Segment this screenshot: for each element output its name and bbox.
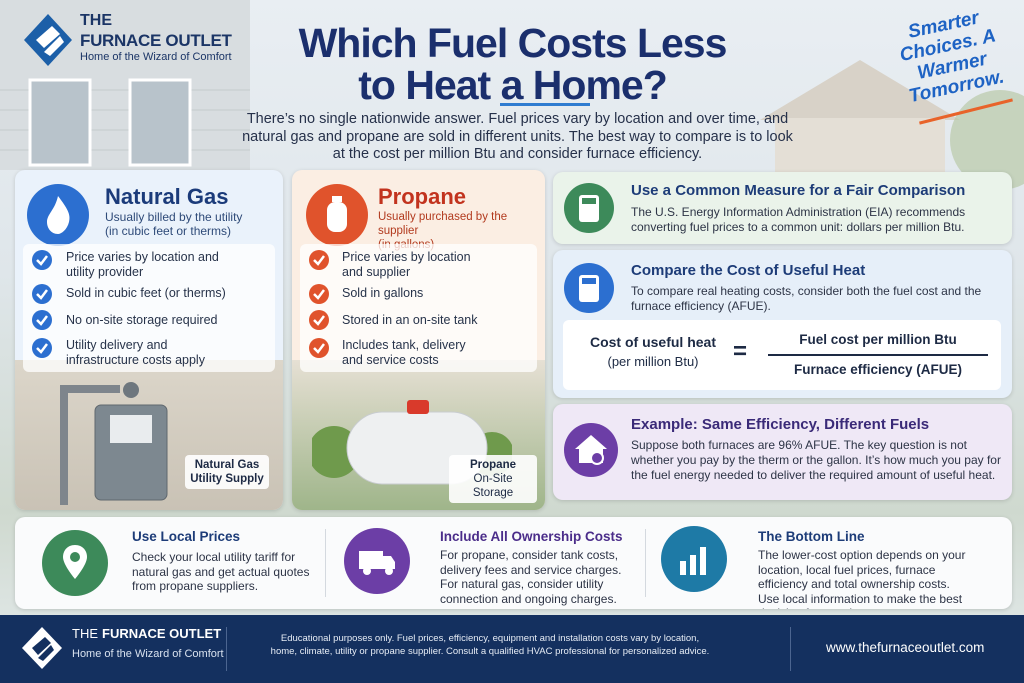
- check-icon: [309, 250, 329, 270]
- check-icon: [32, 310, 52, 330]
- fuel-title: Natural Gas: [105, 184, 229, 209]
- fuel-subtitle-line: (in cubic feet or therms): [105, 224, 232, 238]
- tip-text: The lower-cost option depends on your lo…: [758, 548, 966, 609]
- check-icon: [32, 338, 52, 358]
- title-line: Which Fuel Costs Less: [298, 20, 728, 66]
- tank-icon: [306, 184, 368, 246]
- gas-meter-art: [60, 382, 168, 505]
- check-icon: [309, 338, 329, 358]
- chart-icon: [661, 526, 727, 592]
- check-icon: [32, 250, 52, 270]
- footer: THE FURNACE OUTLET Home of the Wizard of…: [0, 615, 1024, 683]
- fuel-item: Includes tank, delivery and service cost…: [342, 338, 466, 367]
- check-icon: [32, 284, 52, 304]
- fuel-list-bg: [23, 244, 275, 372]
- fuel-item: Utility delivery and infrastructure cost…: [66, 338, 205, 367]
- divider: [645, 529, 646, 597]
- fuel-item: Sold in gallons: [342, 286, 424, 300]
- fuel-item: No on-site storage required: [66, 313, 218, 327]
- fuel-list-bg: [300, 244, 537, 372]
- card-title: Use a Common Measure for a Fair Comparis…: [631, 182, 966, 199]
- formula-numerator: Fuel cost per million Btu: [799, 332, 957, 347]
- tip-title: Use Local Prices: [132, 529, 241, 544]
- card-title: Example: Same Efficiency, Different Fuel…: [631, 416, 930, 433]
- house-gear-icon: [564, 423, 618, 477]
- info-card: Compare the Cost of Useful Heat To compa…: [553, 250, 1012, 398]
- fuel-item: Price varies by location and utility pro…: [66, 250, 219, 279]
- pin-icon: [42, 530, 108, 596]
- photo-label-line: Propane: [469, 459, 516, 471]
- card-text: Suppose both furnaces are 96% AFUE. The …: [631, 438, 1001, 482]
- info-card: Use a Common Measure for a Fair Comparis…: [553, 172, 1012, 244]
- photo-label: Propane On-Site Storage: [449, 455, 537, 503]
- info-card: Example: Same Efficiency, Different Fuel…: [553, 404, 1012, 500]
- divider: [790, 627, 791, 671]
- tip-title: The Bottom Line: [758, 529, 865, 544]
- calculator-icon: [564, 183, 614, 233]
- propane-panel: Propane Usually purchased by the supplie…: [292, 170, 545, 510]
- photo-label-line: Natural Gas: [194, 459, 260, 471]
- photo-label: Natural Gas Utility Supply: [185, 455, 269, 489]
- truck-icon: [344, 528, 410, 594]
- title-line: to Heat a Home?: [358, 62, 668, 108]
- photo-label-line: Utility Supply: [190, 473, 264, 485]
- fuel-item: Price varies by location and supplier: [342, 250, 471, 279]
- footer-tagline: Home of the Wizard of Comfort: [72, 648, 224, 660]
- check-icon: [309, 310, 329, 330]
- footer-logo: [22, 627, 62, 669]
- intro: There’s no single nationwide answer. Fue…: [242, 111, 793, 162]
- footer-brand-name: FURNACE OUTLET: [102, 626, 222, 641]
- title: Which Fuel Costs Less to Heat a Home?: [240, 22, 785, 106]
- footer-url[interactable]: www.thefurnaceoutlet.com: [826, 640, 985, 655]
- fuel-subtitle-line: Usually billed by the utility: [105, 210, 243, 224]
- fuel-title: Propane: [378, 184, 467, 209]
- formula-box: Cost of useful heat (per million Btu) = …: [563, 320, 1001, 390]
- brand-the: THE: [80, 12, 112, 29]
- footer-disclaimer: Educational purposes only. Fuel prices, …: [270, 633, 710, 657]
- formula-equals: =: [733, 338, 748, 365]
- divider: [226, 627, 227, 671]
- formula-denominator: Furnace efficiency (AFUE): [793, 362, 963, 377]
- formula-left: Cost of useful heat: [589, 334, 716, 350]
- fuel-item: Stored in an on-site tank: [342, 313, 478, 327]
- calculator-icon: [564, 263, 614, 313]
- formula-left-sub: (per million Btu): [607, 354, 699, 369]
- tip-title: Include All Ownership Costs: [440, 529, 623, 544]
- flame-icon: [27, 184, 89, 246]
- tips-strip: Use Local Prices Check your local utilit…: [15, 517, 1012, 609]
- photo-label-line: On-Site Storage: [472, 473, 514, 499]
- fuel-subtitle-line: Usually purchased by the supplier: [378, 211, 508, 237]
- check-icon: [309, 284, 329, 304]
- card-text: The U.S. Energy Information Administrati…: [631, 205, 966, 234]
- footer-brand-the: THE: [72, 626, 98, 641]
- brand-tagline: Home of the Wizard of Comfort: [80, 51, 232, 63]
- tip-text: Check your local utility tariff for natu…: [132, 550, 310, 593]
- natural-gas-panel: Natural Gas Usually billed by the utilit…: [15, 170, 283, 510]
- card-text: To compare real heating costs, consider …: [631, 284, 982, 313]
- divider: [325, 529, 326, 597]
- fraction-bar: [768, 354, 988, 356]
- brand-logo: [24, 14, 72, 66]
- card-title: Compare the Cost of Useful Heat: [631, 262, 866, 279]
- fuel-item: Sold in cubic feet (or therms): [66, 286, 226, 300]
- fuel-subtitle: Usually billed by the utility (in cubic …: [105, 210, 242, 238]
- title-underline: [500, 103, 590, 106]
- tip-text: For propane, consider tank costs, delive…: [440, 548, 622, 606]
- brand-name: FURNACE OUTLET: [80, 31, 232, 50]
